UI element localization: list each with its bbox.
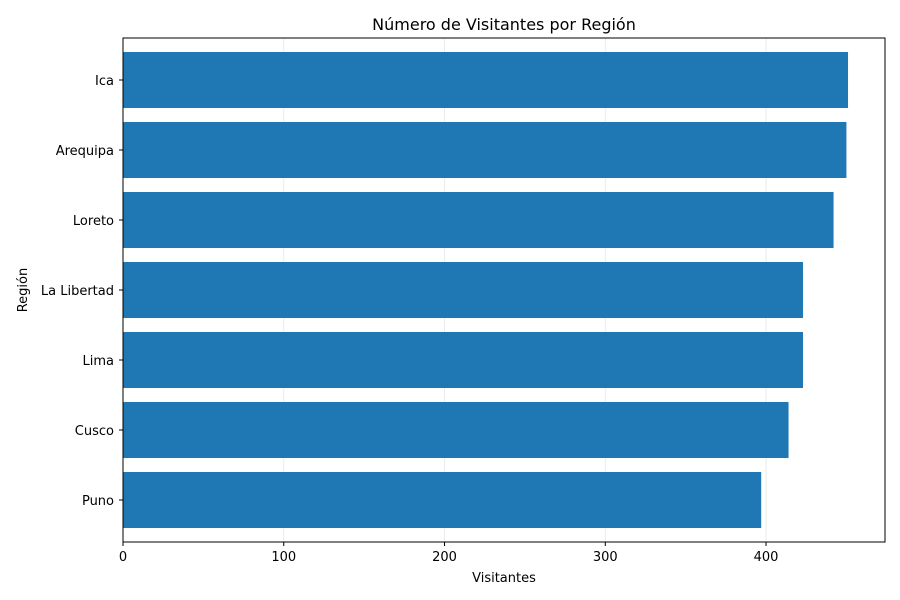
x-tick-label: 0	[119, 550, 127, 565]
bar-la-libertad	[123, 262, 804, 318]
x-axis-label: Visitantes	[472, 571, 536, 586]
bar-cusco	[123, 402, 789, 458]
y-tick-label: Cusco	[75, 424, 114, 439]
bars	[123, 52, 849, 528]
x-tick-label: 200	[432, 550, 457, 565]
bar-puno	[123, 472, 762, 528]
x-tick-label: 300	[593, 550, 618, 565]
bar-arequipa	[123, 122, 847, 178]
y-tick-label: Puno	[82, 494, 114, 509]
x-tick-label: 400	[754, 550, 779, 565]
bar-loreto	[123, 192, 834, 248]
y-tick-label: Arequipa	[56, 144, 114, 159]
bar-ica	[123, 52, 849, 108]
bar-lima	[123, 332, 804, 388]
y-tick-label: Lima	[83, 354, 114, 369]
y-tick-label: La Libertad	[41, 284, 114, 299]
y-tick-label: Ica	[95, 74, 114, 89]
y-axis-ticks: Puno Cusco Lima La Libertad Loreto Arequipa Ic…	[41, 74, 123, 509]
chart-title: Número de Visitantes por Región	[372, 15, 636, 34]
y-tick-label: Loreto	[73, 214, 114, 229]
y-axis-label: Región	[16, 268, 31, 313]
x-tick-label: 100	[271, 550, 296, 565]
x-axis-ticks: 0 100 200 300 400	[119, 542, 779, 565]
